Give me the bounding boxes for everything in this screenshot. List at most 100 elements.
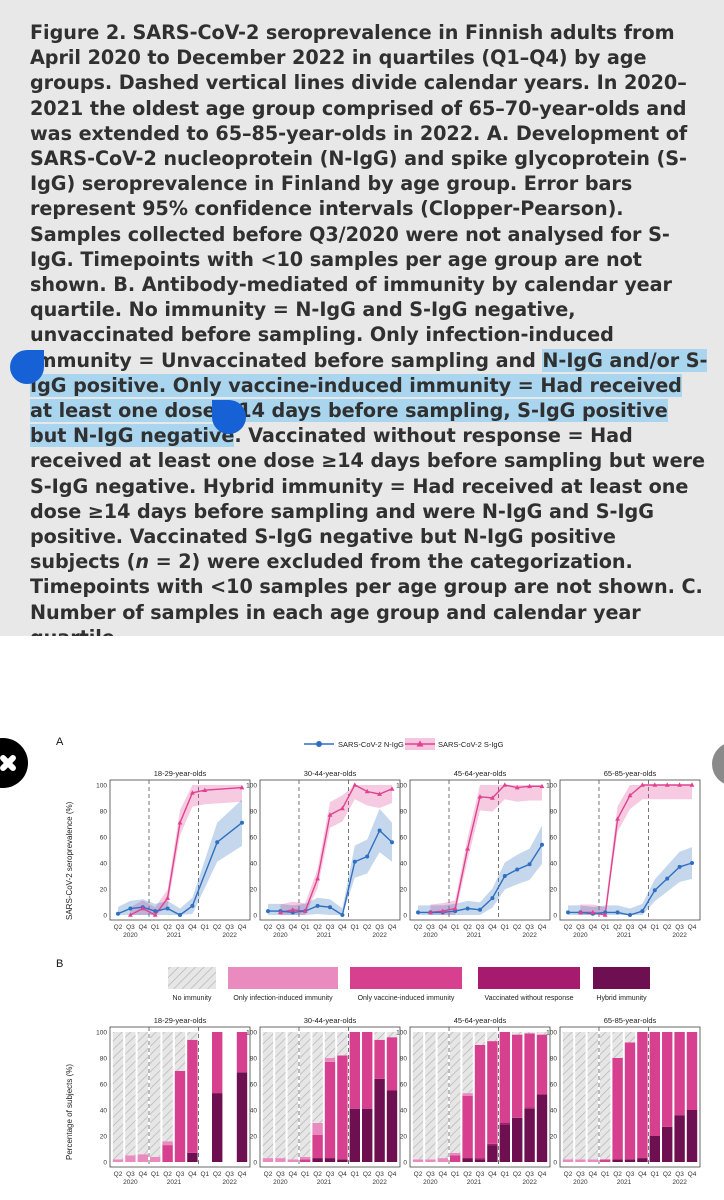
stacked-bar-segment (474, 1032, 486, 1045)
panel-b-y-tick: 100 (246, 1030, 257, 1037)
n-igg-point (416, 910, 420, 915)
panel-b-x-tick: Q4 (588, 1171, 597, 1178)
stacked-bar-segment (212, 1093, 223, 1162)
s-igg-ci-band (130, 785, 242, 915)
stacked-bar-segment (174, 1071, 186, 1162)
panel-b-x-tick: Q4 (238, 1171, 247, 1178)
n-igg-point (640, 909, 645, 914)
stacked-bar-segment (536, 1032, 548, 1035)
panel-a-x-tick: Q3 (326, 924, 335, 931)
panel-a-x-tick: Q1 (500, 924, 509, 931)
panel-a-x-tick: Q2 (363, 924, 372, 931)
n-igg-point (315, 903, 320, 908)
s-igg-point (640, 782, 645, 787)
panel-b-y-tick: 0 (253, 1160, 257, 1167)
stacked-bar-segment (499, 1032, 510, 1123)
panel-b-x-tick: Q1 (350, 1171, 359, 1178)
panel-a-y-tick: 20 (550, 887, 558, 894)
panel-a-x-tick: Q2 (613, 924, 622, 931)
caption-panel: Figure 2. SARS-CoV-2 seroprevalence in F… (0, 0, 724, 649)
stacked-bar-segment (624, 1042, 636, 1160)
stacked-bar-segment (487, 1145, 498, 1162)
panel-a-x-tick: Q1 (200, 924, 209, 931)
n-igg-point (266, 909, 270, 914)
panel-b-x-tick: Q2 (513, 1171, 522, 1178)
panel-b-x-tick: Q4 (138, 1171, 147, 1178)
panel-a-year-label: 2020 (423, 932, 438, 939)
panel-b-y-tick: 20 (100, 1134, 108, 1141)
stacked-bar-segment (374, 1032, 385, 1040)
s-igg-point (590, 909, 596, 915)
stacked-bar-segment (674, 1032, 685, 1116)
panel-a-x-tick: Q3 (375, 924, 384, 931)
s-igg-point (615, 816, 620, 821)
panel-a-x-tick: Q4 (138, 924, 147, 931)
stacked-bar-segment (300, 1156, 311, 1160)
figure-caption[interactable]: Figure 2. SARS-CoV-2 seroprevalence in F… (30, 20, 710, 650)
panel-a-y-tick: 80 (250, 809, 258, 816)
stacked-bar-segment (125, 1032, 136, 1156)
panel-a-y-tick: 0 (403, 913, 407, 920)
panel-a-facet-title: 65-85-year-olds (604, 769, 657, 778)
stacked-bar-segment (236, 1072, 248, 1162)
stacked-bar-segment (612, 1032, 623, 1058)
panel-a-x-tick: Q2 (313, 924, 322, 931)
n-igg-point (540, 842, 544, 847)
selection-end-handle[interactable] (212, 400, 246, 434)
panel-b-x-tick: Q3 (626, 1171, 635, 1178)
stacked-bar-segment (187, 1039, 198, 1153)
n-igg-point (566, 910, 570, 915)
panel-a-x-tick: Q4 (338, 924, 347, 931)
panel-a-y-tick: 60 (550, 835, 558, 842)
s-igg-point (202, 787, 208, 792)
panel-b-x-tick: Q3 (176, 1171, 185, 1178)
panel-b-x-tick: Q3 (225, 1171, 234, 1178)
panel-b-year-label: 2020 (573, 1179, 588, 1186)
panel-b-year-label: 2020 (423, 1179, 438, 1186)
stacked-bar-segment (450, 1032, 461, 1153)
legend-label: No immunity (173, 995, 212, 1002)
stacked-bar-segment (349, 1108, 360, 1162)
stacked-bar-segment (412, 1159, 424, 1162)
panel-a-x-tick: Q4 (238, 924, 247, 931)
s-igg-point (315, 876, 320, 881)
s-igg-point (364, 788, 370, 794)
legend-swatch (350, 967, 462, 989)
n-igg-point (116, 911, 120, 916)
panel-b-year-label: 2022 (372, 1179, 387, 1186)
s-igg-point (452, 905, 458, 911)
legend-s-igg-marker (416, 740, 424, 747)
panel-a-year-label: 2022 (522, 932, 537, 939)
s-igg-point (677, 782, 682, 787)
panel-a-y-tick: 100 (246, 783, 257, 790)
panel-b-x-tick: Q3 (326, 1171, 335, 1178)
panel-b-y-tick: 0 (103, 1160, 107, 1167)
s-igg-point (190, 790, 195, 795)
stacked-bar-segment (174, 1032, 186, 1071)
stacked-bar-segment (612, 1058, 623, 1160)
panel-a-facet-title: 18-29-year-olds (154, 769, 207, 778)
stacked-bar-segment (686, 1032, 698, 1110)
panel-a-x-tick: Q2 (463, 924, 472, 931)
stacked-bar-segment (187, 1152, 198, 1162)
s-igg-point (440, 908, 446, 913)
next-image-icon[interactable] (712, 742, 724, 786)
n-igg-point (328, 905, 332, 910)
stacked-bar-segment (512, 1034, 523, 1118)
stacked-bar-segment (649, 1136, 660, 1162)
n-igg-point (178, 913, 182, 917)
panel-a-x-tick: Q4 (588, 924, 597, 931)
panel-a-x-tick: Q1 (601, 924, 610, 931)
stacked-bar-segment (150, 1032, 161, 1157)
selection-start-handle[interactable] (10, 350, 44, 384)
panel-a-x-tick: Q3 (525, 924, 534, 931)
s-igg-point (302, 908, 308, 913)
s-igg-point (340, 805, 345, 811)
panel-a-y-tick: 60 (100, 835, 108, 842)
s-igg-point (239, 785, 245, 790)
s-igg-ci-band (580, 785, 692, 915)
panel-a-x-tick: Q2 (213, 924, 222, 931)
stacked-bar-segment (312, 1134, 323, 1159)
panel-b-year-label: 2021 (167, 1179, 182, 1186)
s-igg-series-line (130, 786, 243, 916)
